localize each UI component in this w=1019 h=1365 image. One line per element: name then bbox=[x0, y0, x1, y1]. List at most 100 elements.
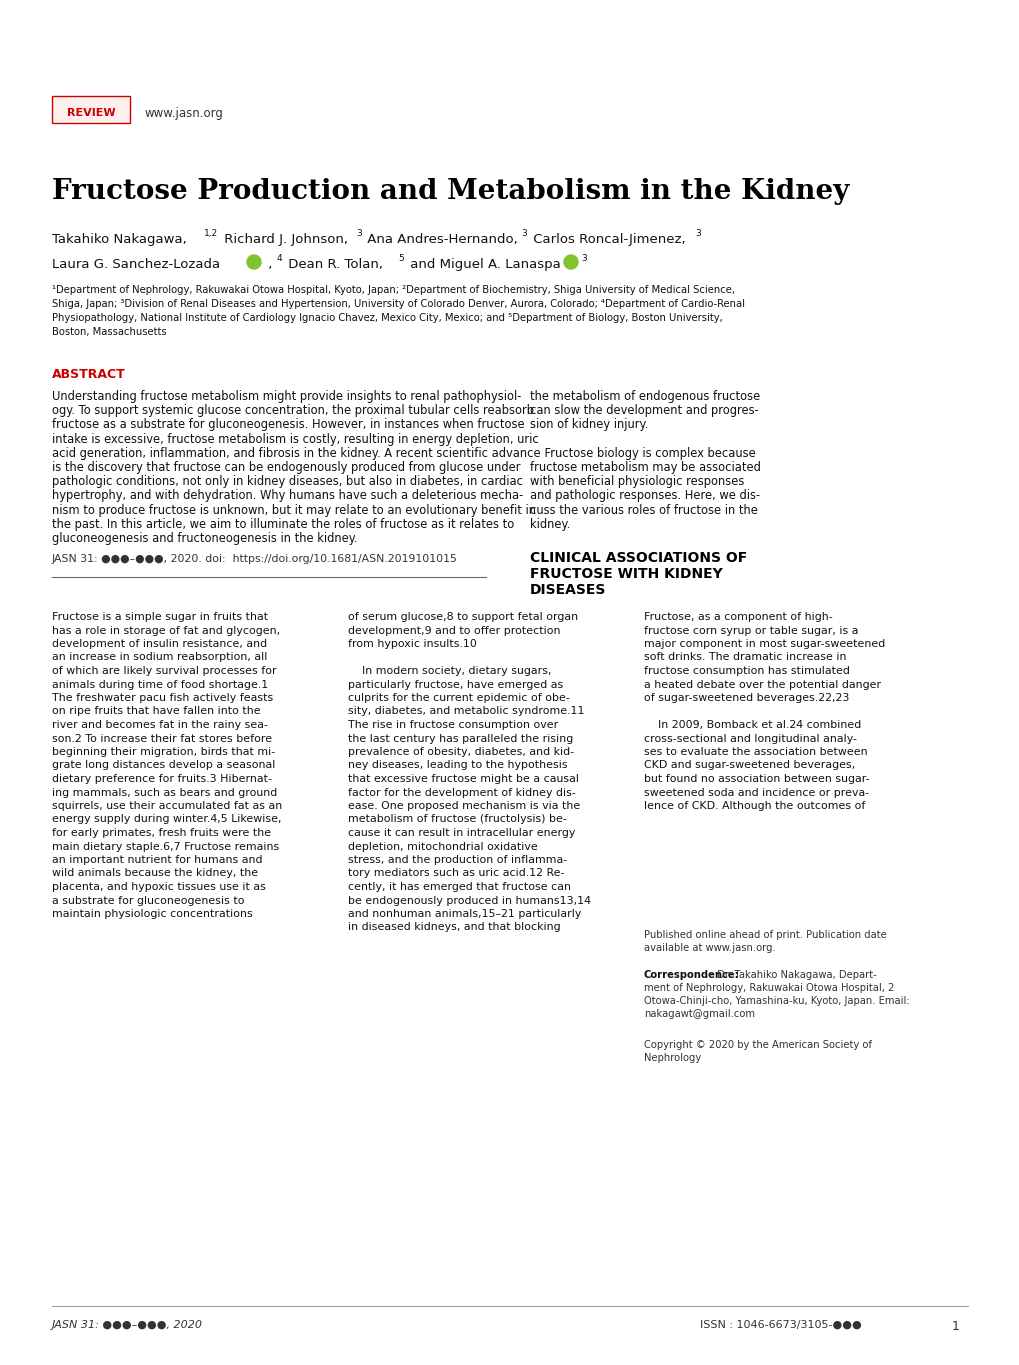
Circle shape bbox=[564, 255, 578, 269]
Text: has a role in storage of fat and glycogen,: has a role in storage of fat and glycoge… bbox=[52, 625, 280, 636]
Text: ogy. To support systemic glucose concentration, the proximal tubular cells reabs: ogy. To support systemic glucose concent… bbox=[52, 404, 534, 418]
Text: fructose as a substrate for gluconeogenesis. However, in instances when fructose: fructose as a substrate for gluconeogene… bbox=[52, 419, 524, 431]
Text: 1: 1 bbox=[951, 1320, 959, 1334]
Text: sion of kidney injury.: sion of kidney injury. bbox=[530, 419, 648, 431]
Text: a heated debate over the potential danger: a heated debate over the potential dange… bbox=[643, 680, 880, 689]
Text: The rise in fructose consumption over: The rise in fructose consumption over bbox=[347, 719, 557, 730]
Text: 3: 3 bbox=[694, 229, 700, 238]
Text: Shiga, Japan; ³Division of Renal Diseases and Hypertension, University of Colora: Shiga, Japan; ³Division of Renal Disease… bbox=[52, 299, 744, 308]
Text: lence of CKD. Although the outcomes of: lence of CKD. Although the outcomes of bbox=[643, 801, 864, 811]
Text: stress, and the production of inflamma-: stress, and the production of inflamma- bbox=[347, 854, 567, 865]
Text: ing mammals, such as bears and ground: ing mammals, such as bears and ground bbox=[52, 788, 277, 797]
Text: Otowa-Chinji-cho, Yamashina-ku, Kyoto, Japan. Email:: Otowa-Chinji-cho, Yamashina-ku, Kyoto, J… bbox=[643, 996, 909, 1006]
Text: prevalence of obesity, diabetes, and kid-: prevalence of obesity, diabetes, and kid… bbox=[347, 747, 574, 758]
Text: 1,2: 1,2 bbox=[204, 229, 218, 238]
Text: CKD and sugar-sweetened beverages,: CKD and sugar-sweetened beverages, bbox=[643, 760, 854, 770]
Text: DISEASES: DISEASES bbox=[530, 583, 605, 597]
Text: REVIEW: REVIEW bbox=[66, 108, 115, 117]
Text: grate long distances develop a seasonal: grate long distances develop a seasonal bbox=[52, 760, 275, 770]
Text: major component in most sugar-sweetened: major component in most sugar-sweetened bbox=[643, 639, 884, 648]
Text: cause it can result in intracellular energy: cause it can result in intracellular ene… bbox=[347, 829, 575, 838]
Text: development,9 and to offer protection: development,9 and to offer protection bbox=[347, 625, 560, 636]
Text: cross-sectional and longitudinal analy-: cross-sectional and longitudinal analy- bbox=[643, 733, 856, 744]
Text: an important nutrient for humans and: an important nutrient for humans and bbox=[52, 854, 262, 865]
Text: ney diseases, leading to the hypothesis: ney diseases, leading to the hypothesis bbox=[347, 760, 567, 770]
Text: maintain physiologic concentrations: maintain physiologic concentrations bbox=[52, 909, 253, 919]
Text: kidney.: kidney. bbox=[530, 517, 570, 531]
Text: iD: iD bbox=[251, 259, 257, 265]
Text: ,: , bbox=[264, 258, 272, 272]
Text: Boston, Massachusetts: Boston, Massachusetts bbox=[52, 328, 166, 337]
Text: Richard J. Johnson,: Richard J. Johnson, bbox=[220, 233, 347, 246]
Text: Carlos Roncal-Jimenez,: Carlos Roncal-Jimenez, bbox=[529, 233, 685, 246]
Text: particularly fructose, have emerged as: particularly fructose, have emerged as bbox=[347, 680, 562, 689]
Text: JASN 31: ●●●–●●●, 2020: JASN 31: ●●●–●●●, 2020 bbox=[52, 1320, 203, 1330]
Text: son.2 To increase their fat stores before: son.2 To increase their fat stores befor… bbox=[52, 733, 272, 744]
Text: acid generation, inflammation, and fibrosis in the kidney. A recent scientific a: acid generation, inflammation, and fibro… bbox=[52, 446, 540, 460]
Text: be endogenously produced in humans13,14: be endogenously produced in humans13,14 bbox=[347, 895, 590, 905]
Text: iD: iD bbox=[568, 259, 574, 265]
Text: of serum glucose,8 to support fetal organ: of serum glucose,8 to support fetal orga… bbox=[347, 612, 578, 622]
Text: ¹Department of Nephrology, Rakuwakai Otowa Hospital, Kyoto, Japan; ²Department o: ¹Department of Nephrology, Rakuwakai Oto… bbox=[52, 285, 735, 295]
Text: ABSTRACT: ABSTRACT bbox=[52, 369, 125, 381]
Circle shape bbox=[247, 255, 261, 269]
Text: dietary preference for fruits.3 Hibernat-: dietary preference for fruits.3 Hibernat… bbox=[52, 774, 272, 784]
Text: 3: 3 bbox=[581, 254, 586, 263]
Text: on ripe fruits that have fallen into the: on ripe fruits that have fallen into the bbox=[52, 707, 261, 717]
Text: Laura G. Sanchez-Lozada: Laura G. Sanchez-Lozada bbox=[52, 258, 220, 272]
Text: www.jasn.org: www.jasn.org bbox=[145, 106, 223, 120]
Text: wild animals because the kidney, the: wild animals because the kidney, the bbox=[52, 868, 258, 879]
Text: ease. One proposed mechanism is via the: ease. One proposed mechanism is via the bbox=[347, 801, 580, 811]
Text: Copyright © 2020 by the American Society of: Copyright © 2020 by the American Society… bbox=[643, 1040, 871, 1050]
Text: can slow the development and progres-: can slow the development and progres- bbox=[530, 404, 758, 418]
Text: and pathologic responses. Here, we dis-: and pathologic responses. Here, we dis- bbox=[530, 490, 759, 502]
Text: cuss the various roles of fructose in the: cuss the various roles of fructose in th… bbox=[530, 504, 757, 516]
Text: Fructose Production and Metabolism in the Kidney: Fructose Production and Metabolism in th… bbox=[52, 177, 849, 205]
Text: gluconeogenesis and fructoneogenesis in the kidney.: gluconeogenesis and fructoneogenesis in … bbox=[52, 532, 357, 545]
Text: 3: 3 bbox=[356, 229, 362, 238]
Text: fructose consumption has stimulated: fructose consumption has stimulated bbox=[643, 666, 849, 676]
Text: The freshwater pacu fish actively feasts: The freshwater pacu fish actively feasts bbox=[52, 693, 273, 703]
Text: Fructose is a simple sugar in fruits that: Fructose is a simple sugar in fruits tha… bbox=[52, 612, 268, 622]
Text: Dr. Takahiko Nakagawa, Depart-: Dr. Takahiko Nakagawa, Depart- bbox=[713, 971, 876, 980]
Text: ment of Nephrology, Rakuwakai Otowa Hospital, 2: ment of Nephrology, Rakuwakai Otowa Hosp… bbox=[643, 983, 894, 992]
Text: ses to evaluate the association between: ses to evaluate the association between bbox=[643, 747, 867, 758]
Text: and nonhuman animals,15–21 particularly: and nonhuman animals,15–21 particularly bbox=[347, 909, 581, 919]
Text: an increase in sodium reabsorption, all: an increase in sodium reabsorption, all bbox=[52, 652, 267, 662]
Text: in diseased kidneys, and that blocking: in diseased kidneys, and that blocking bbox=[347, 923, 560, 932]
Text: a substrate for gluconeogenesis to: a substrate for gluconeogenesis to bbox=[52, 895, 245, 905]
Text: sweetened soda and incidence or preva-: sweetened soda and incidence or preva- bbox=[643, 788, 868, 797]
Text: Correspondence:: Correspondence: bbox=[643, 971, 739, 980]
Text: that excessive fructose might be a causal: that excessive fructose might be a causa… bbox=[347, 774, 579, 784]
Text: nism to produce fructose is unknown, but it may relate to an evolutionary benefi: nism to produce fructose is unknown, but… bbox=[52, 504, 535, 516]
Text: river and becomes fat in the rainy sea-: river and becomes fat in the rainy sea- bbox=[52, 719, 268, 730]
Text: JASN 31: ●●●–●●●, 2020. doi:  https://doi.org/10.1681/ASN.2019101015: JASN 31: ●●●–●●●, 2020. doi: https://doi… bbox=[52, 554, 458, 564]
Text: fructose metabolism may be associated: fructose metabolism may be associated bbox=[530, 461, 760, 474]
Text: 4: 4 bbox=[277, 254, 282, 263]
Text: CLINICAL ASSOCIATIONS OF: CLINICAL ASSOCIATIONS OF bbox=[530, 551, 747, 565]
Text: 5: 5 bbox=[397, 254, 404, 263]
Text: factor for the development of kidney dis-: factor for the development of kidney dis… bbox=[347, 788, 576, 797]
Text: animals during time of food shortage.1: animals during time of food shortage.1 bbox=[52, 680, 268, 689]
Text: squirrels, use their accumulated fat as an: squirrels, use their accumulated fat as … bbox=[52, 801, 282, 811]
Text: culprits for the current epidemic of obe-: culprits for the current epidemic of obe… bbox=[347, 693, 570, 703]
Text: and Miguel A. Lanaspa: and Miguel A. Lanaspa bbox=[406, 258, 560, 272]
Text: cently, it has emerged that fructose can: cently, it has emerged that fructose can bbox=[347, 882, 571, 891]
Text: available at www.jasn.org.: available at www.jasn.org. bbox=[643, 943, 775, 953]
Text: beginning their migration, birds that mi-: beginning their migration, birds that mi… bbox=[52, 747, 275, 758]
Text: tory mediators such as uric acid.12 Re-: tory mediators such as uric acid.12 Re- bbox=[347, 868, 564, 879]
Text: for early primates, fresh fruits were the: for early primates, fresh fruits were th… bbox=[52, 829, 271, 838]
Text: Takahiko Nakagawa,: Takahiko Nakagawa, bbox=[52, 233, 186, 246]
Text: ISSN : 1046-6673/3105-●●●: ISSN : 1046-6673/3105-●●● bbox=[699, 1320, 861, 1330]
Text: of which are likely survival processes for: of which are likely survival processes f… bbox=[52, 666, 276, 676]
Text: Ana Andres-Hernando,: Ana Andres-Hernando, bbox=[363, 233, 518, 246]
Text: Understanding fructose metabolism might provide insights to renal pathophysiol-: Understanding fructose metabolism might … bbox=[52, 390, 521, 403]
Text: sity, diabetes, and metabolic syndrome.11: sity, diabetes, and metabolic syndrome.1… bbox=[347, 707, 584, 717]
Text: from hypoxic insults.10: from hypoxic insults.10 bbox=[347, 639, 477, 648]
Text: development of insulin resistance, and: development of insulin resistance, and bbox=[52, 639, 267, 648]
Text: Fructose biology is complex because: Fructose biology is complex because bbox=[530, 446, 755, 460]
Text: energy supply during winter.4,5 Likewise,: energy supply during winter.4,5 Likewise… bbox=[52, 815, 281, 824]
Text: the past. In this article, we aim to illuminate the roles of fructose as it rela: the past. In this article, we aim to ill… bbox=[52, 517, 514, 531]
Text: pathologic conditions, not only in kidney diseases, but also in diabetes, in car: pathologic conditions, not only in kidne… bbox=[52, 475, 523, 489]
Text: Fructose, as a component of high-: Fructose, as a component of high- bbox=[643, 612, 832, 622]
